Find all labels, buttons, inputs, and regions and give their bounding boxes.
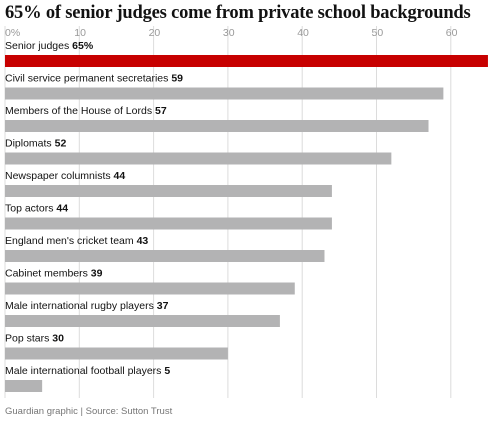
data-label: 5 [164,365,170,377]
bar [5,152,392,165]
category-label: Male international rugby players 37 [5,300,169,312]
bar [5,87,444,100]
category-name: Top actors [5,203,56,215]
category-label: Diplomats 52 [5,138,66,150]
bar [5,315,280,327]
category-name: Senior judges [5,40,72,52]
category-name: Pop stars [5,333,52,345]
category-name: England men's cricket team [5,235,137,247]
bar [5,217,332,230]
bar [5,120,429,132]
category-labels: Senior judges 65% Civil service permanent… [5,40,183,377]
category-label: Newspaper columnists 44 [5,170,125,182]
bar [5,250,325,262]
data-label: 43 [137,235,149,247]
data-label: 39 [91,268,103,280]
category-label: Members of the House of Lords 57 [5,105,167,117]
data-label: 59 [171,73,183,85]
source-note: Guardian graphic | Source: Sutton Trust [5,406,173,417]
x-tick-label: 10 [74,27,86,39]
chart-title: 65% of senior judges come from private s… [5,3,471,23]
bar [5,55,488,67]
category-name: Male international rugby players [5,300,157,312]
x-tick-label: 50 [372,27,384,39]
x-tick-label: 40 [297,27,309,39]
x-tick-label: 20 [149,27,161,39]
category-name: Newspaper columnists [5,170,114,182]
data-label: 57 [155,105,167,117]
category-label: Top actors 44 [5,203,68,215]
category-name: Cabinet members [5,268,91,280]
x-tick-label: 0% [5,27,20,39]
x-tick-label: 60 [446,27,458,39]
category-label: Civil service permanent secretaries 59 [5,73,183,85]
category-label: Senior judges 65% [5,40,94,52]
bars [5,55,488,392]
bar [5,185,332,197]
category-label: Cabinet members 39 [5,268,103,280]
bar [5,347,228,360]
data-label: 52 [55,138,67,150]
x-axis-tick-labels: 0% 10 20 30 40 50 60 [5,27,458,39]
data-label: 65% [72,40,94,52]
category-label: Pop stars 30 [5,333,64,345]
category-name: Civil service permanent secretaries [5,73,171,85]
bar [5,380,43,392]
category-name: Members of the House of Lords [5,105,155,117]
bar [5,282,295,295]
category-label: Male international football players 5 [5,365,170,377]
x-tick-label: 30 [223,27,235,39]
category-name: Diplomats [5,138,55,150]
data-label: 37 [157,300,169,312]
category-name: Male international football players [5,365,164,377]
data-label: 44 [114,170,126,182]
data-label: 30 [52,333,64,345]
gridlines [4,26,452,398]
data-label: 44 [56,203,68,215]
category-label: England men's cricket team 43 [5,235,148,247]
